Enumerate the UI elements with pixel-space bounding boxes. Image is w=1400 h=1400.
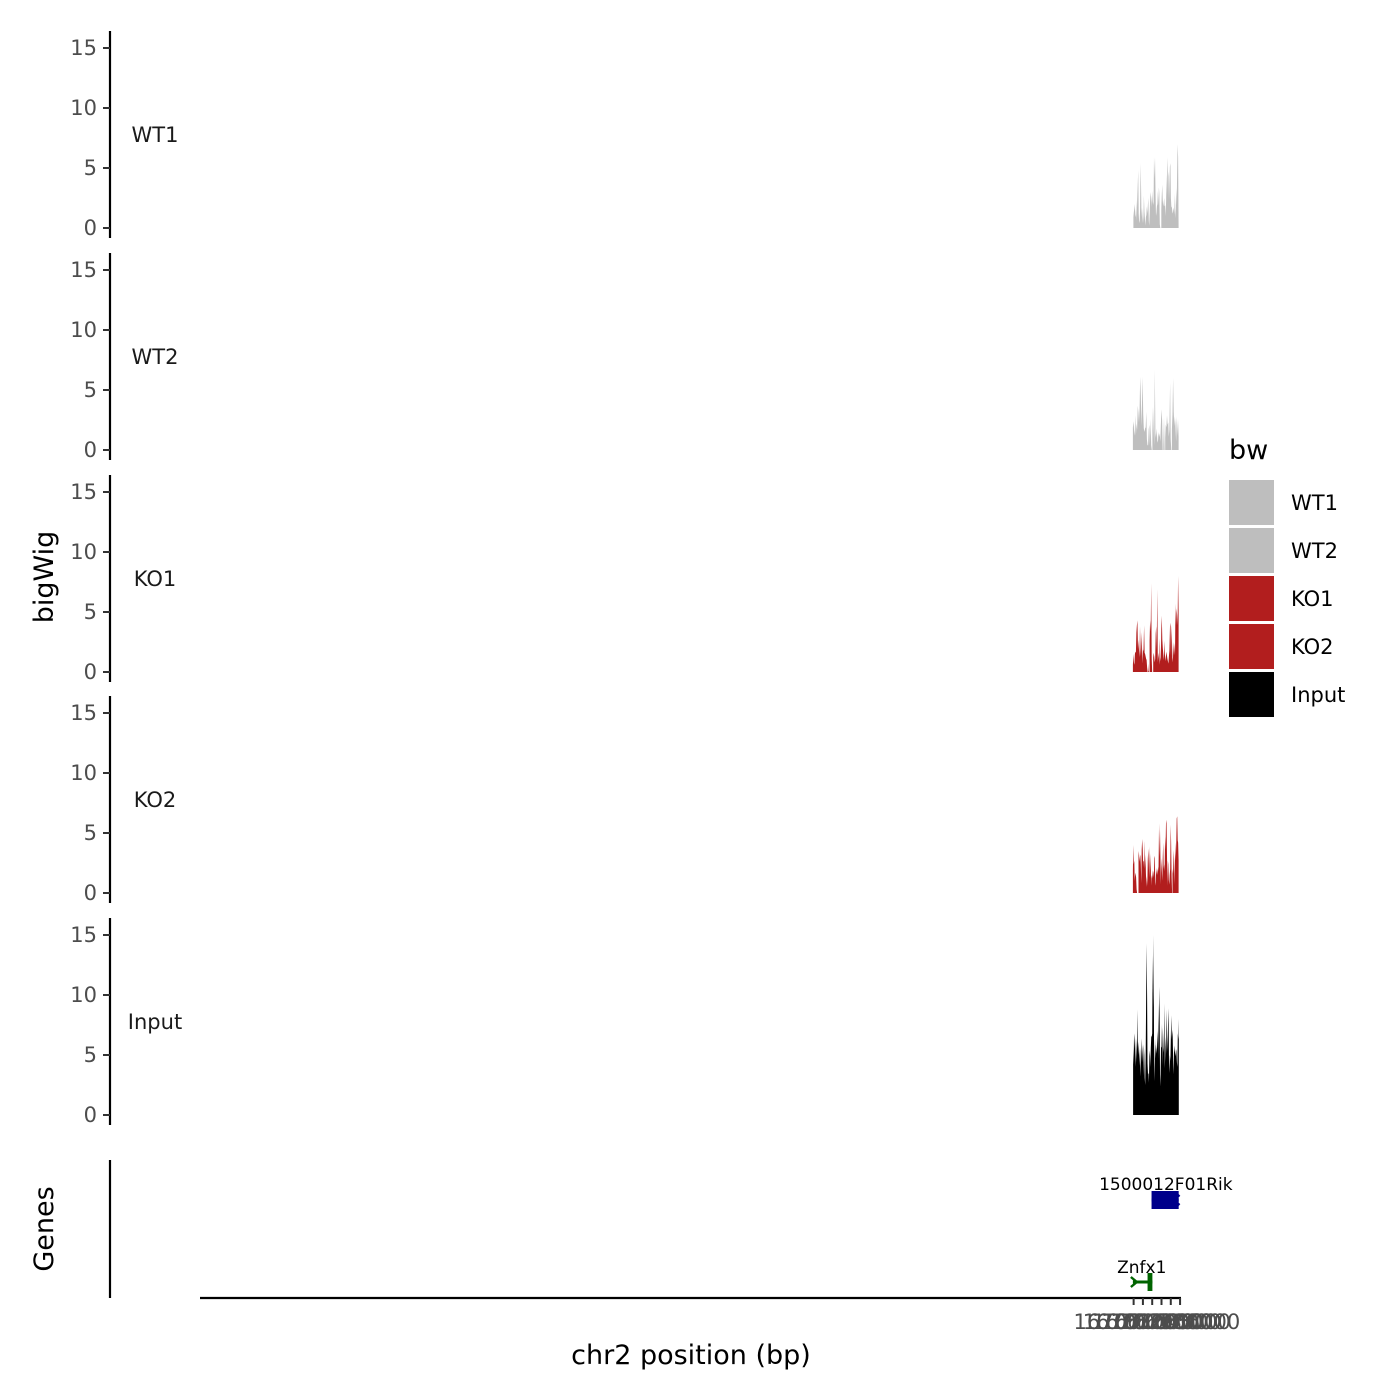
track-ko1-y-tick-label-5: 5 <box>84 600 97 624</box>
track-ko1-label: KO1 <box>134 567 177 591</box>
gene-1500012f01rik-label: 1500012F01Rik <box>1099 1175 1233 1195</box>
track-wt1-y-tick-label-5: 5 <box>84 156 97 180</box>
track-ko2-y-tick-label-10: 10 <box>70 761 97 785</box>
legend-label-ko2: KO2 <box>1291 635 1334 659</box>
gene-track: 1500012F01Rik Znfx1 <box>108 1160 1233 1298</box>
track-wt2-area <box>1132 369 1179 450</box>
track-wt2-y-tick-label-0: 0 <box>84 438 97 462</box>
x-tick-label-167062000: 167062000 <box>1083 1310 1203 1334</box>
gene-1500012f01rik-exon-0 <box>1151 1191 1179 1209</box>
track-wt2-y-tick-label-15: 15 <box>70 258 97 282</box>
legend-label-wt2: WT2 <box>1291 539 1338 563</box>
track-ko1-y-tick-label-0: 0 <box>84 660 97 684</box>
legend-swatch-ko1 <box>1229 576 1274 621</box>
track-wt2-label: WT2 <box>132 345 179 369</box>
track-input-label: Input <box>128 1010 182 1034</box>
track-ko1: 0 5 10 15 KO1 <box>70 475 1179 684</box>
track-input-y-tick-label-5: 5 <box>84 1043 97 1067</box>
legend-swatch-wt1 <box>1229 480 1274 525</box>
track-wt2: 0 5 10 15 WT2 <box>70 253 1179 462</box>
gene-znfx1-strand-arrows <box>1130 1276 1139 1288</box>
track-ko2-area <box>1132 816 1179 893</box>
track-ko2-y-tick-label-5: 5 <box>84 821 97 845</box>
track-input-y-tick-label-0: 0 <box>84 1103 97 1127</box>
legend-swatch-ko2 <box>1229 624 1274 669</box>
gene-znfx1: Znfx1 <box>1117 1258 1166 1291</box>
track-ko2-label: KO2 <box>134 788 177 812</box>
track-wt2-y-tick-label-5: 5 <box>84 378 97 402</box>
x-tick-label-167066000: 167066000 <box>1120 1310 1240 1334</box>
track-ko2-y-tick-label-15: 15 <box>70 701 97 725</box>
legend-swatch-wt2 <box>1229 528 1274 573</box>
track-ko1-y-tick-label-10: 10 <box>70 540 97 564</box>
legend-label-input: Input <box>1291 683 1345 707</box>
track-ko2-y-tick-label-0: 0 <box>84 881 97 905</box>
legend-label-ko1: KO1 <box>1291 587 1334 611</box>
x-tick-label-167061000: 167061000 <box>1073 1310 1193 1334</box>
track-input-y-tick-label-10: 10 <box>70 983 97 1007</box>
bigwig-tracks: 0 5 10 15 WT1 0 5 10 15 WT2 0 5 10 15 KO1 0 5 10 15 KO2 0 5 10… <box>70 31 1179 1127</box>
x-tick-label-167063000: 167063000 <box>1092 1310 1212 1334</box>
track-wt1: 0 5 10 15 WT1 <box>70 31 1179 240</box>
legend-title: bw <box>1229 435 1268 466</box>
track-wt1-y-tick-label-15: 15 <box>70 36 97 60</box>
track-wt1-label: WT1 <box>132 123 179 147</box>
gene-1500012f01rik-strand-arrows <box>1153 1194 1181 1206</box>
track-input-area <box>1133 935 1179 1115</box>
track-input-y-tick-label-15: 15 <box>70 923 97 947</box>
track-wt1-area <box>1133 144 1179 228</box>
track-input: 0 5 10 15 Input <box>70 918 1179 1127</box>
x-axis-title: chr2 position (bp) <box>571 1340 811 1371</box>
legend: bw WT1 WT2 KO1 KO2 Input <box>1229 435 1345 717</box>
legend-swatch-input <box>1229 672 1274 717</box>
genes-axis-title: Genes <box>29 1186 60 1271</box>
track-ko1-area <box>1132 576 1179 672</box>
track-wt1-y-tick-label-10: 10 <box>70 96 97 120</box>
track-wt2-y-tick-label-10: 10 <box>70 318 97 342</box>
track-ko2: 0 5 10 15 KO2 <box>70 696 1179 905</box>
x-axis: 1670610001670620001670630001670640001670… <box>200 1296 1240 1334</box>
x-tick-label-167064000: 167064000 <box>1101 1310 1221 1334</box>
track-wt1-y-tick-label-0: 0 <box>84 216 97 240</box>
y-axis-title: bigWig <box>29 531 60 624</box>
track-ko1-y-tick-label-15: 15 <box>70 480 97 504</box>
gene-znfx1-label: Znfx1 <box>1117 1258 1166 1278</box>
gene-znfx1-exon-0 <box>1147 1273 1153 1291</box>
x-tick-label-167065000: 167065000 <box>1111 1310 1231 1334</box>
gene-1500012f01rik: 1500012F01Rik <box>1099 1175 1233 1209</box>
legend-label-wt1: WT1 <box>1291 491 1338 515</box>
